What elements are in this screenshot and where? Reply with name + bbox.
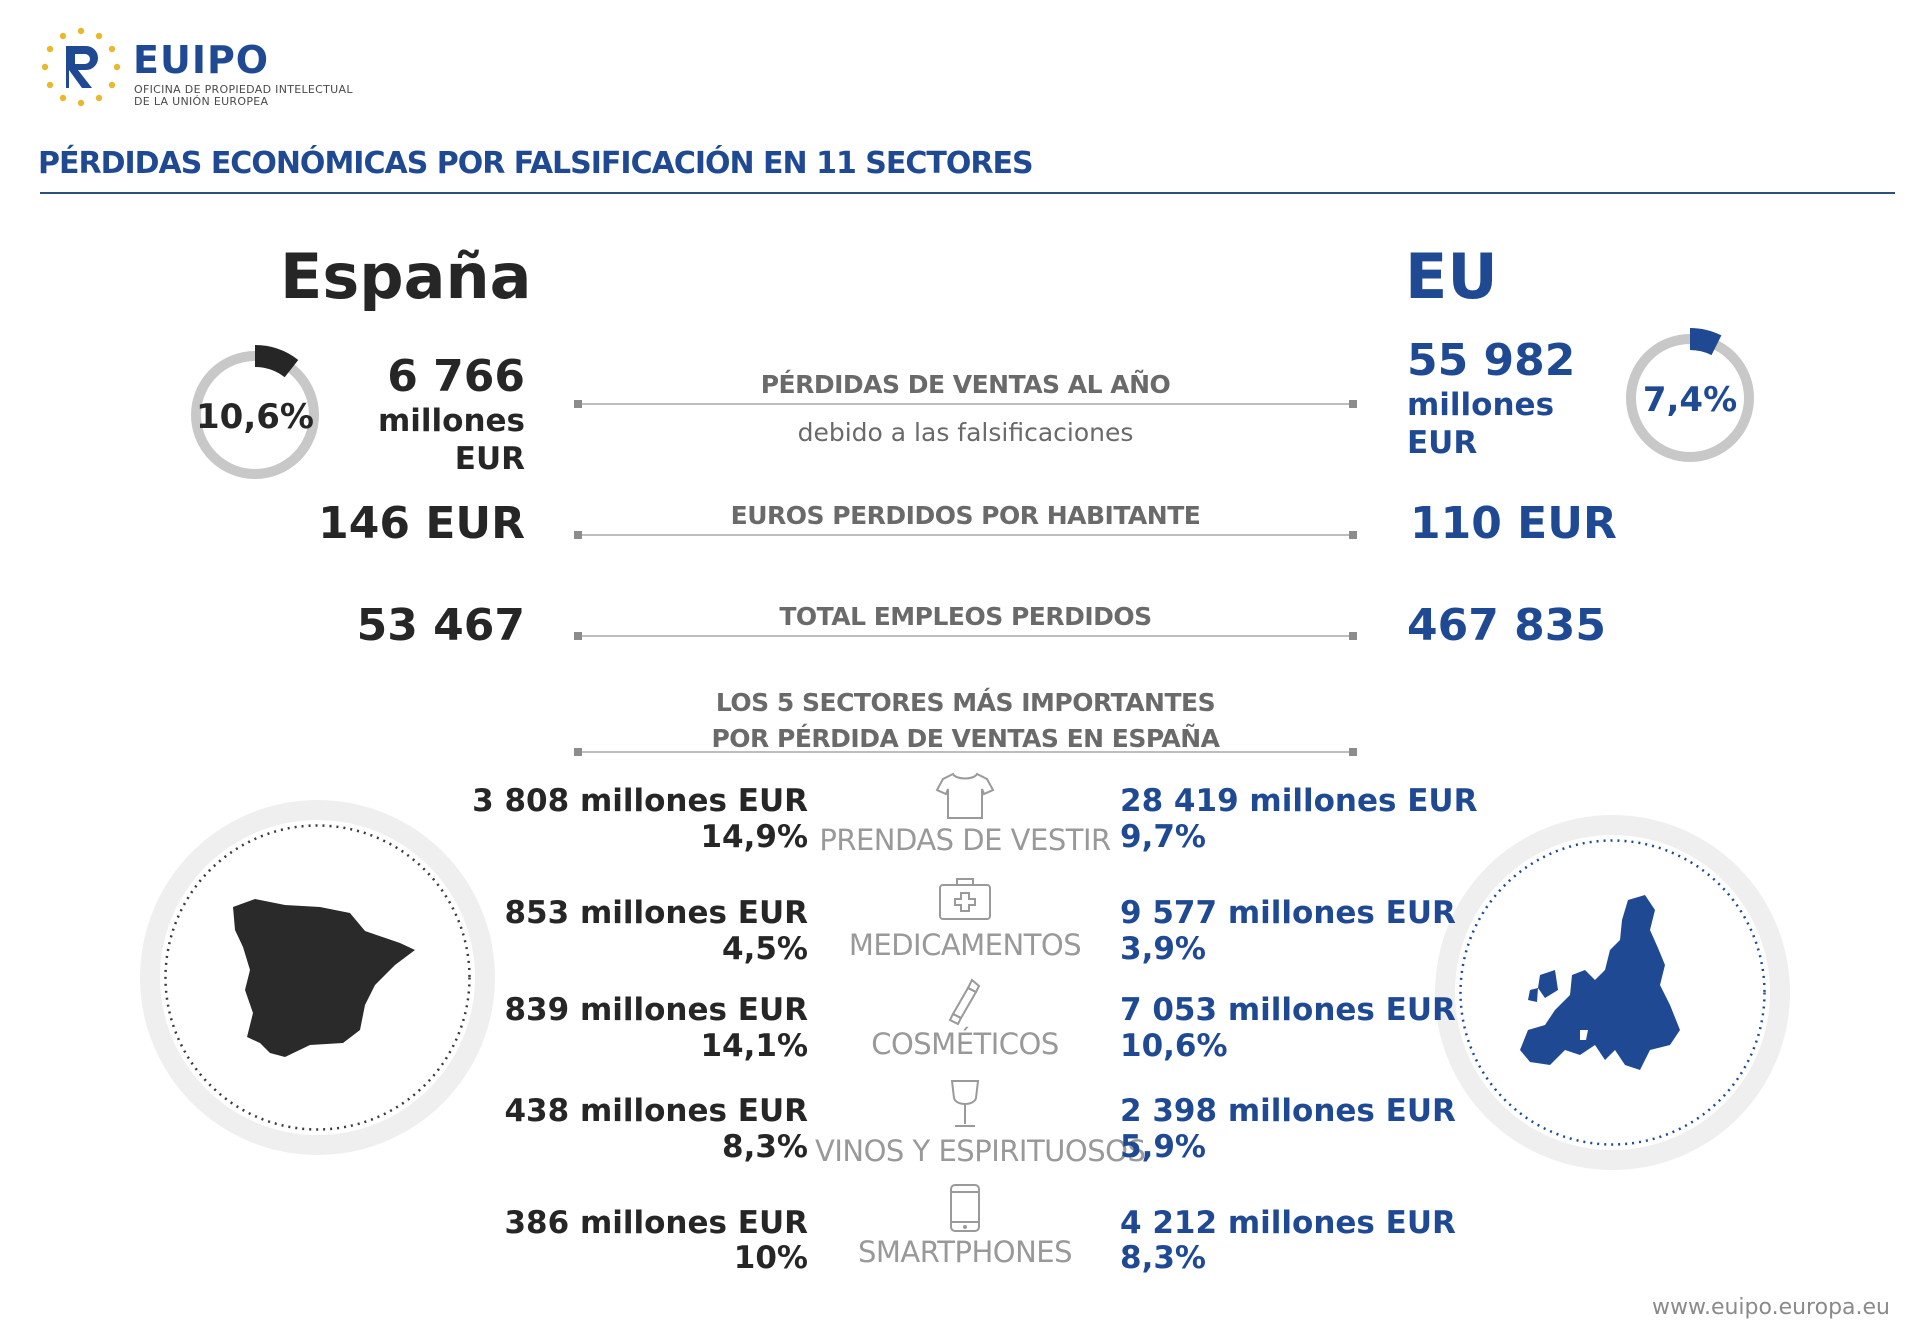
eu-share-donut [1620,328,1760,468]
jobs-label: TOTAL EMPLEOS PERDIDOS [779,602,1152,631]
spain-per-capita: 146 EUR [318,498,525,549]
smartphone-icon [950,1184,980,1232]
medkit-icon [939,878,991,920]
spain-map-icon [233,899,415,1057]
spain-sales-loss: 6 766 millones EUR [330,352,525,478]
title-divider [40,192,1895,194]
tshirt-icon [935,772,995,819]
spain-sales-loss-unit1: millones [377,403,525,439]
spain-share-donut [185,345,325,485]
top-sectors-label-line1: LOS 5 SECTORES MÁS IMPORTANTES [715,688,1216,717]
eu-sector-pct: 9,7% [1120,819,1206,855]
eu-share-percent: 7,4% [1642,380,1738,420]
spain-sector-pct: 10% [733,1240,808,1276]
logo-subtitle-line2: DE LA UNIÓN EUROPEA [134,95,269,108]
eu-sector-value: 2 398 millones EUR [1120,1093,1456,1129]
eu-sector-pct: 3,9% [1120,931,1206,967]
eu-map-dotted-ring [1459,839,1766,1146]
sector-label: PRENDAS DE VESTIR [819,823,1111,857]
per-capita-label: EUROS PERDIDOS POR HABITANTE [730,501,1201,530]
logo-name: EUIPO [133,38,270,82]
spain-sector-pct: 14,1% [700,1028,808,1064]
sales-loss-label: PÉRDIDAS DE VENTAS AL AÑO [760,370,1171,399]
spain-sector-pct: 14,9% [700,819,808,855]
sector-label: SMARTPHONES [857,1235,1073,1269]
sales-loss-connector [574,400,1357,408]
euipo-emblem-icon [41,27,121,107]
eu-sector-pct: 5,9% [1120,1129,1206,1165]
footer-url[interactable]: www.euipo.europa.eu [1652,1295,1890,1320]
spain-share-arc [185,345,325,485]
top-sectors-label: LOS 5 SECTORES MÁS IMPORTANTES POR PÉRDI… [578,685,1353,757]
spain-jobs-lost: 53 467 [356,600,525,651]
spain-sector-value: 438 millones EUR [504,1093,808,1129]
eu-share-arc [1620,328,1760,468]
eu-per-capita: 110 EUR [1410,498,1617,549]
spain-sector-value: 839 millones EUR [504,992,808,1028]
page-title: PÉRDIDAS ECONÓMICAS POR FALSIFICACIÓN EN… [38,146,1034,181]
top-sectors-connector [574,748,1357,756]
spain-sales-loss-value: 6 766 [387,351,525,402]
spain-sales-loss-unit2: EUR [454,441,525,477]
spain-heading: España [280,240,532,313]
eu-sector-pct: 10,6% [1120,1028,1228,1064]
lipstick-icon [948,978,981,1026]
euipo-logo: EUIPO OFICINA DE PROPIEDAD INTELECTUAL D… [38,24,368,109]
sector-label: VINOS Y ESPIRITUOSOS [815,1134,1146,1168]
spain-sector-value: 386 millones EUR [504,1205,808,1241]
logo-subtitle-line1: OFICINA DE PROPIEDAD INTELECTUAL [134,83,353,96]
eu-sector-value: 9 577 millones EUR [1120,895,1456,931]
eu-sector-value: 4 212 millones EUR [1120,1205,1456,1241]
eu-sector-value: 28 419 millones EUR [1120,783,1478,819]
eu-jobs-lost: 467 835 [1407,600,1607,651]
spain-share-percent: 10,6% [196,397,314,437]
eu-sector-pct: 8,3% [1120,1240,1206,1276]
eu-sales-loss-value: 55 982 [1407,335,1576,386]
eu-sales-loss-unit1: millones [1407,387,1555,423]
logo-subtitle: OFICINA DE PROPIEDAD INTELECTUAL DE LA U… [134,84,353,108]
eu-heading: EU [1405,240,1498,313]
per-capita-connector [574,531,1357,539]
sector-label: COSMÉTICOS [871,1027,1059,1061]
spain-sector-pct: 4,5% [722,931,808,967]
eu-map-icon [1520,895,1680,1070]
top-sectors-label-line2: POR PÉRDIDA DE VENTAS EN ESPAÑA [711,724,1220,753]
spain-sector-pct: 8,3% [722,1129,808,1165]
wine-glass-icon [950,1080,980,1127]
spain-sector-value: 853 millones EUR [504,895,808,931]
eu-sector-value: 7 053 millones EUR [1120,992,1456,1028]
jobs-connector [574,632,1357,640]
eu-sales-loss-unit2: EUR [1407,425,1478,461]
sector-label: MEDICAMENTOS [848,928,1082,962]
eu-sales-loss: 55 982 millones EUR [1407,336,1607,462]
spain-map-dotted-ring [164,824,471,1131]
sales-loss-sublabel: debido a las falsificaciones [797,418,1134,447]
spain-sector-value: 3 808 millones EUR [472,783,808,819]
